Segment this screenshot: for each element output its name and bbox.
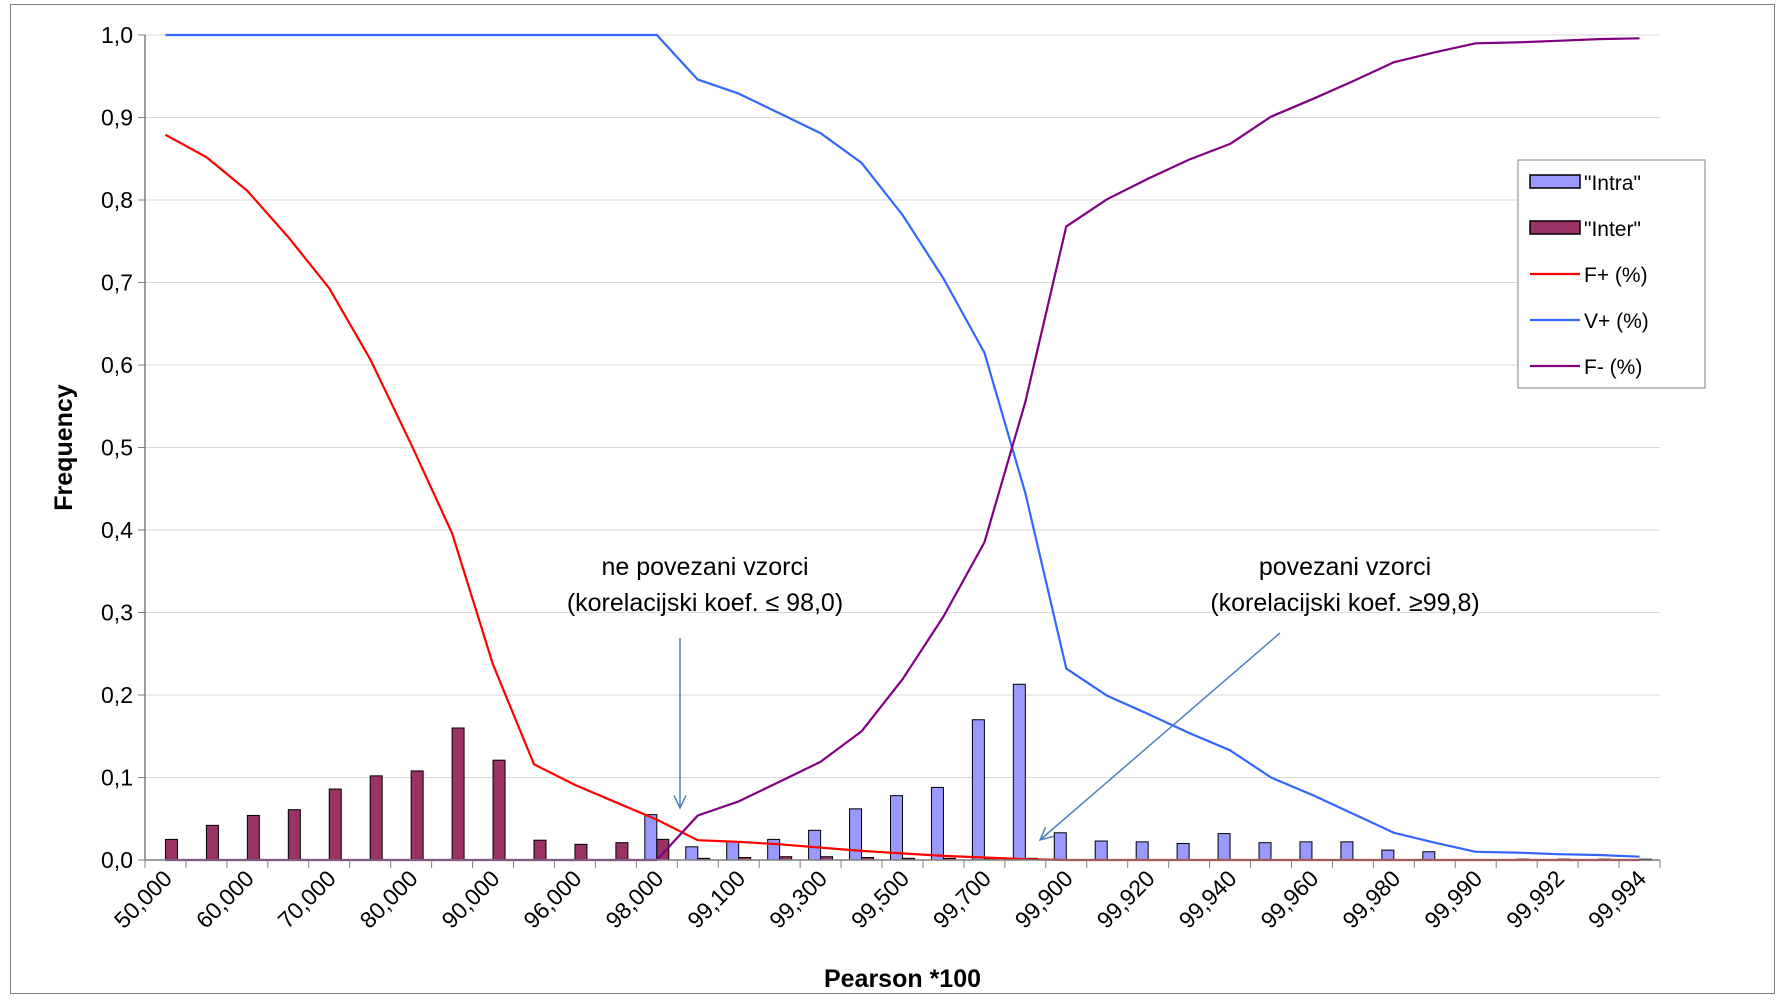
- bar-inter: [615, 842, 629, 861]
- legend-label: V+ (%): [1584, 310, 1649, 333]
- y-tick-label: 0,7: [101, 270, 133, 296]
- annotation-text: ne povezani vzorci: [601, 553, 808, 581]
- bar-intra: [1176, 843, 1190, 861]
- bar-inter: [410, 770, 424, 861]
- legend-label: "Inter": [1584, 218, 1641, 241]
- annotation-text: povezani vzorci: [1259, 553, 1431, 581]
- annotations: ne povezani vzorci (korelacijski koef. ≤ …: [567, 553, 1480, 842]
- y-tick-label: 0,9: [101, 105, 133, 131]
- bar-inter: [246, 814, 260, 861]
- bar-inter: [205, 824, 219, 861]
- x-tick-label: 50,000: [109, 865, 177, 933]
- x-tick-label: 99,990: [1419, 865, 1487, 933]
- x-tick-label: 96,000: [518, 865, 586, 933]
- bar-intra: [644, 814, 658, 861]
- y-tick-label: 0,6: [101, 352, 133, 378]
- gridlines: [145, 34, 1660, 778]
- x-tick-label: 60,000: [191, 865, 259, 933]
- bar-intra: [685, 846, 699, 861]
- bar-intra: [1135, 841, 1149, 861]
- x-tick-label: 99,900: [1010, 865, 1078, 933]
- y-tick-label: 0,1: [101, 765, 133, 791]
- annotation-arrow: [1039, 632, 1281, 841]
- legend-label: F- (%): [1584, 356, 1642, 379]
- x-tick-label: 99,980: [1337, 865, 1405, 933]
- bar-intra: [1053, 832, 1067, 861]
- bar-inter: [164, 838, 178, 861]
- bars: [164, 683, 1653, 861]
- x-tick-label: 99,700: [928, 865, 996, 933]
- bar-intra: [1381, 849, 1395, 861]
- y-tick-label: 0,3: [101, 600, 133, 626]
- y-tick-label: 0,5: [101, 435, 133, 461]
- legend-label: F+ (%): [1584, 264, 1648, 287]
- bar-intra: [1094, 840, 1108, 861]
- bar-intra: [1012, 683, 1026, 861]
- x-tick-label: 99,994: [1583, 865, 1651, 933]
- bar-intra: [1258, 842, 1272, 861]
- bar-intra: [808, 829, 822, 861]
- bar-intra: [971, 719, 985, 861]
- x-tick-label: 70,000: [273, 865, 341, 933]
- bar-inter: [369, 775, 383, 861]
- bar-intra: [890, 795, 903, 861]
- bar-inter: [451, 727, 465, 861]
- line-series-0: [164, 133, 1640, 862]
- x-axis-title: Pearson *100: [824, 965, 981, 993]
- bar-inter: [492, 759, 506, 861]
- y-tick-label: 1,0: [101, 22, 133, 48]
- annotation-text: (korelacijski koef. ≥99,8): [1210, 589, 1479, 617]
- bar-intra: [1217, 833, 1231, 861]
- x-tick-label: 80,000: [355, 865, 423, 933]
- bar-inter: [533, 839, 547, 861]
- bar-intra: [726, 841, 740, 861]
- bar-intra: [930, 786, 944, 861]
- bar-intra: [767, 838, 781, 861]
- annotation-arrowhead: [1038, 826, 1054, 842]
- x-tick-label: 99,940: [1173, 865, 1241, 933]
- legend-swatch: [1529, 220, 1581, 235]
- x-tick-label: 99,300: [764, 865, 832, 933]
- x-tick-label: 99,920: [1092, 865, 1160, 933]
- bar-inter: [287, 809, 301, 861]
- x-tick-label: 99,992: [1501, 865, 1569, 933]
- line-series-2: [165, 37, 1640, 862]
- y-tick-label: 0,0: [101, 847, 133, 873]
- chart-frame: [10, 4, 1775, 994]
- bar-intra: [1340, 841, 1354, 861]
- x-tick-label: 99,960: [1255, 865, 1323, 933]
- bar-inter: [574, 843, 588, 861]
- x-tick-label: 90,000: [436, 865, 504, 933]
- x-tick-label: 99,100: [682, 865, 750, 933]
- x-tick-label: 99,500: [846, 865, 914, 933]
- y-axis-title: Frequency: [50, 384, 78, 511]
- legend-label: "Intra": [1584, 172, 1641, 195]
- annotation-text: (korelacijski koef. ≤ 98,0): [567, 589, 843, 617]
- bar-intra: [1299, 841, 1313, 861]
- x-tick-label: 98,000: [600, 865, 668, 933]
- y-tick-label: 0,8: [101, 187, 133, 213]
- legend: "Intra" "Inter" F+ (%) V+ (%) F- (%): [1517, 159, 1706, 389]
- annotation-arrowhead: [673, 795, 687, 810]
- legend-swatch: [1529, 174, 1581, 189]
- bar-inter: [328, 788, 342, 861]
- bar-intra: [1422, 851, 1436, 861]
- line-series-1: [165, 33, 1640, 858]
- bar-intra: [849, 808, 863, 861]
- y-tick-label: 0,4: [101, 517, 133, 543]
- y-tick-label: 0,2: [101, 682, 133, 708]
